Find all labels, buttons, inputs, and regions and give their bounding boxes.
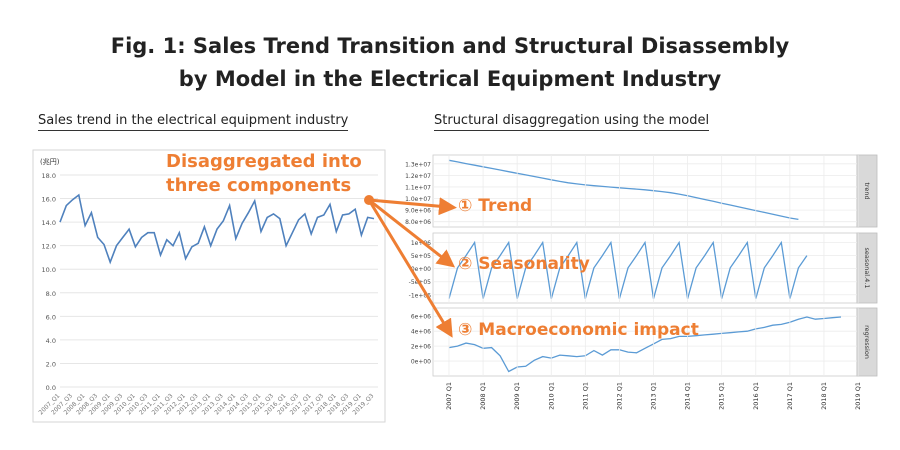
figure-title-line-2: by Model in the Electrical Equipment Ind… bbox=[178, 67, 722, 91]
disaggregated-callout-line-2: three components bbox=[166, 175, 352, 196]
left-y-tick-label: 18.0 bbox=[42, 172, 56, 180]
right-x-tick-label: 2013 Q1 bbox=[650, 382, 658, 410]
panel-y-tick-label: 9.0e+06 bbox=[405, 208, 431, 215]
panel-y-tick-label: 1.0e+07 bbox=[405, 196, 431, 203]
panel-strip-label: trend bbox=[863, 182, 871, 199]
right-x-tick-label: 2010 Q1 bbox=[547, 382, 555, 410]
left-y-tick-label: 0.0 bbox=[46, 384, 56, 392]
right-x-tick-label: 2012 Q1 bbox=[615, 382, 623, 410]
panel-y-tick-label: 5e+05 bbox=[411, 253, 431, 260]
panel-y-tick-label: 1.3e+07 bbox=[405, 161, 431, 168]
macro-callout: ③ Macroeconomic impact bbox=[458, 320, 699, 340]
panel-series-line-seasonal-4-1 bbox=[448, 240, 808, 299]
left-y-tick-label: 12.0 bbox=[42, 243, 56, 251]
right-x-tick-label: 2016 Q1 bbox=[752, 382, 760, 410]
arrow-to-macro bbox=[367, 199, 453, 338]
left-y-tick-label: 10.0 bbox=[42, 266, 56, 274]
panel-y-tick-label: 1.1e+07 bbox=[405, 184, 431, 191]
right-section-label: Structural disaggregation using the mode… bbox=[434, 113, 710, 131]
right-x-tick-label: 2011 Q1 bbox=[581, 382, 589, 410]
figure-title: Fig. 1: Sales Trend Transition and Struc… bbox=[0, 30, 900, 96]
trend-callout: ① Trend bbox=[458, 196, 533, 216]
left-series-line bbox=[59, 193, 375, 265]
panel-strip bbox=[856, 154, 878, 228]
panel-strip-label: seasonal.4.1 bbox=[863, 247, 871, 288]
panel-y-tick-label: 4e+06 bbox=[411, 329, 431, 336]
left-y-tick-label: 14.0 bbox=[42, 219, 56, 227]
left-y-tick-label: 2.0 bbox=[46, 360, 56, 368]
panel-y-tick-label: 8.0e+06 bbox=[405, 219, 431, 226]
left-y-tick-label: 16.0 bbox=[42, 196, 56, 204]
right-x-tick-label: 2018 Q1 bbox=[820, 382, 828, 410]
panel-y-tick-label: 2e+06 bbox=[411, 344, 431, 351]
left-y-tick-label: 6.0 bbox=[46, 313, 56, 321]
panel-series-line-regression bbox=[448, 316, 842, 373]
left-chart-frame bbox=[32, 149, 386, 423]
arrow-to-seasonality bbox=[368, 198, 456, 268]
left-y-tick-label: 8.0 bbox=[46, 290, 56, 298]
right-x-tick-label: 2008 Q1 bbox=[479, 382, 487, 410]
panel-frame-regression bbox=[432, 307, 858, 377]
panel-y-tick-label: 6e+06 bbox=[411, 314, 431, 321]
panel-y-tick-label: -1e+06 bbox=[409, 292, 432, 299]
left-y-axis-label: (兆円) bbox=[40, 157, 60, 166]
right-x-tick-label: 2009 Q1 bbox=[513, 382, 521, 410]
panel-y-tick-label: 1.2e+07 bbox=[405, 173, 431, 180]
panel-series-line-trend bbox=[448, 159, 799, 221]
right-x-tick-label: 2007 Q1 bbox=[445, 382, 453, 410]
arrow-origin-dot bbox=[364, 195, 374, 205]
left-section-label: Sales trend in the electrical equipment … bbox=[38, 113, 349, 131]
right-x-tick-label: 2019 Q1 bbox=[854, 382, 862, 410]
left-y-tick-label: 4.0 bbox=[46, 337, 56, 345]
panel-strip-label: regression bbox=[863, 325, 871, 359]
right-x-tick-label: 2017 Q1 bbox=[786, 382, 794, 410]
panel-y-tick-label: 1e+06 bbox=[411, 240, 431, 247]
panel-frame-trend bbox=[432, 154, 858, 228]
panel-y-tick-label: 0e+00 bbox=[411, 266, 431, 273]
panel-y-tick-label: 0e+00 bbox=[411, 359, 431, 366]
figure-title-line-1: Fig. 1: Sales Trend Transition and Struc… bbox=[110, 34, 790, 58]
panel-strip bbox=[856, 232, 878, 304]
seasonality-callout: ② Seasonality bbox=[458, 254, 590, 274]
right-x-tick-label: 2015 Q1 bbox=[718, 382, 726, 410]
disaggregated-callout: Disaggregated into three components bbox=[166, 150, 362, 198]
arrow-to-trend bbox=[368, 197, 457, 216]
disaggregated-callout-line-1: Disaggregated into bbox=[166, 151, 362, 172]
right-x-tick-label: 2014 Q1 bbox=[684, 382, 692, 410]
panel-strip bbox=[856, 307, 878, 377]
